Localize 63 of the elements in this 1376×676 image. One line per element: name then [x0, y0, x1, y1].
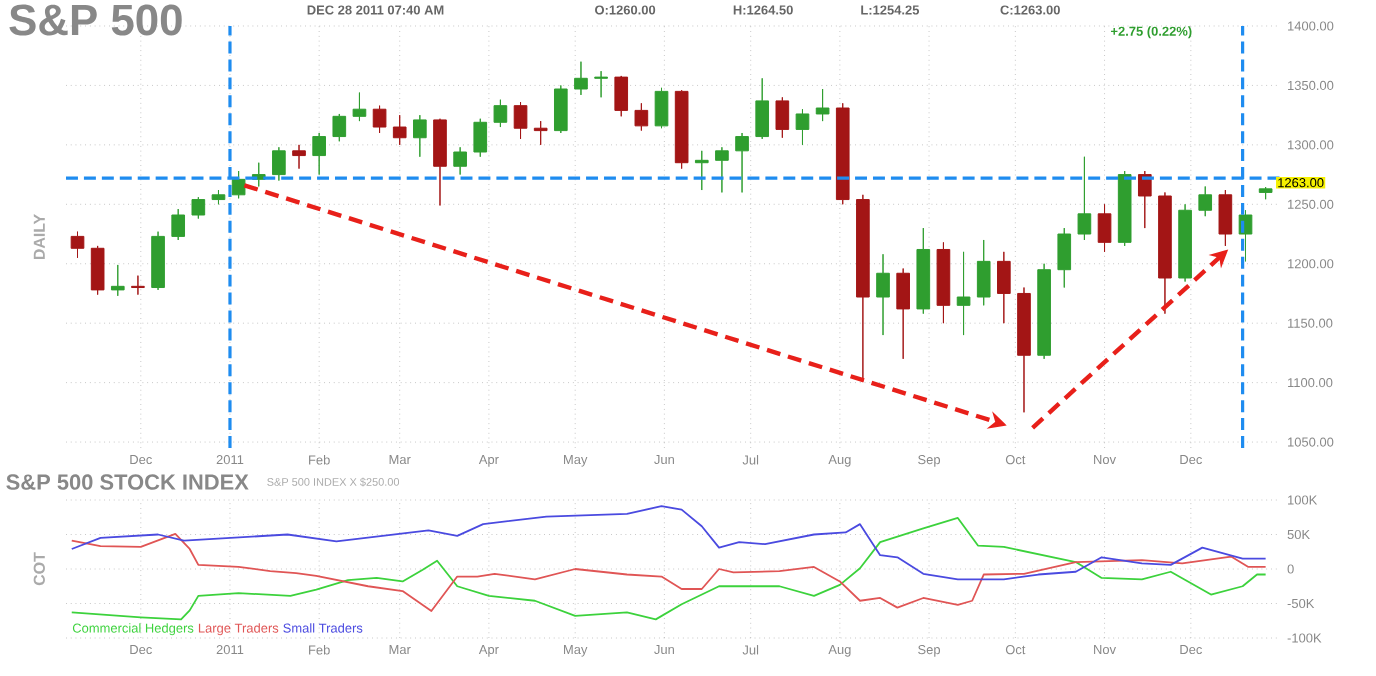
candlestick [997, 251, 1011, 324]
candlestick [614, 75, 629, 117]
candlestick [715, 146, 729, 193]
candlestick [473, 118, 488, 158]
candlestick [453, 146, 467, 176]
candlestick [775, 96, 790, 139]
candlestick [896, 268, 910, 360]
line-series [70, 532, 1267, 612]
candlestick [1137, 170, 1152, 229]
candlestick [815, 88, 830, 122]
candlestick [594, 70, 608, 98]
candlestick [352, 92, 367, 122]
candlestick [634, 102, 649, 132]
candlestick [1218, 189, 1233, 247]
candlestick [916, 227, 931, 315]
candlestick [1198, 185, 1213, 217]
candlestick [795, 108, 810, 146]
candlestick [1158, 191, 1172, 315]
line-series [70, 517, 1267, 621]
candlestick [493, 99, 508, 128]
candlestick [1017, 287, 1031, 413]
candlestick [372, 105, 387, 134]
candlestick [191, 196, 206, 220]
candlestick [876, 253, 890, 336]
candlestick [90, 245, 105, 296]
candlestick [1117, 170, 1132, 247]
candlestick [312, 132, 326, 176]
candlestick [553, 84, 568, 134]
candlestick [332, 113, 347, 142]
candlestick [292, 144, 306, 170]
line-series [70, 505, 1267, 581]
candlestick [1258, 186, 1273, 200]
candlestick [1057, 227, 1072, 289]
candlestick [211, 189, 226, 205]
candlestick [533, 120, 548, 146]
candlestick [513, 101, 528, 140]
candlestick [272, 146, 286, 182]
chart-title: S&P 500 STOCK INDEX [6, 474, 249, 490]
candlestick [835, 102, 850, 205]
candlestick [433, 118, 447, 206]
candlestick [654, 87, 669, 129]
candlestick [70, 231, 85, 259]
candlestick [1037, 263, 1051, 360]
candlestick [694, 150, 709, 191]
candlestick [856, 194, 870, 382]
candlestick [956, 251, 971, 336]
candlestick [574, 61, 588, 96]
candlestick [755, 77, 770, 140]
candlestick [392, 114, 407, 146]
candlestick [171, 208, 186, 241]
candlestick [1178, 203, 1192, 283]
candlestick [976, 239, 991, 306]
candlestick [231, 170, 246, 199]
candlestick [413, 114, 427, 158]
candlestick [151, 231, 165, 291]
candlestick [1077, 156, 1092, 241]
candlestick [735, 132, 749, 193]
candlestick [674, 89, 689, 170]
candlestick [131, 275, 145, 296]
chart-title: S&P 500 [9, 4, 182, 36]
candlestick [110, 264, 125, 297]
candlestick [936, 241, 951, 324]
candlestick [1097, 203, 1112, 253]
